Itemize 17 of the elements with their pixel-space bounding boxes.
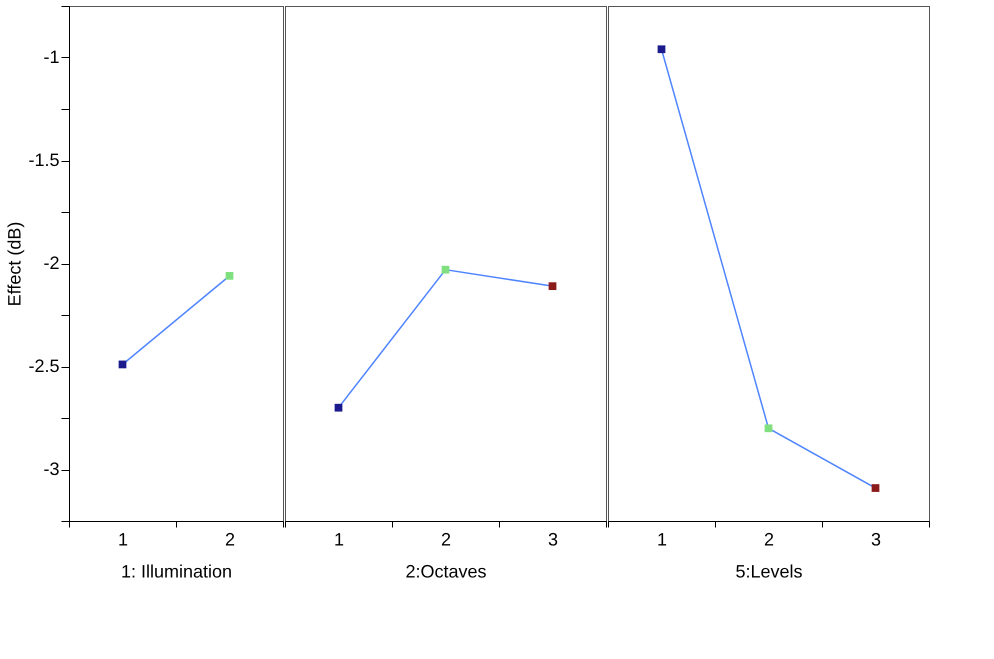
x-tick-label: 3 [870, 530, 882, 550]
x-axis-title: 1: Illumination [120, 562, 232, 582]
y-tick-label: -2.5 [28, 356, 60, 376]
y-tick-label: -1.5 [28, 150, 60, 170]
x-axis-title: 2:Octaves [405, 562, 487, 582]
x-tick-label: 1 [656, 530, 668, 550]
x-tick-label: 3 [548, 530, 558, 550]
x-tick-label: 1 [334, 530, 344, 550]
y-axis-title: Effect (dB) [4, 222, 24, 306]
x-tick-label: 2 [440, 530, 452, 550]
x-tick-label: 2 [764, 530, 774, 550]
y-tick-label: -1 [43, 47, 60, 67]
x-tick-label: 1 [118, 530, 128, 550]
x-axis-title: 5:Levels [735, 562, 803, 582]
y-tick-label: -2 [43, 253, 60, 273]
x-tick-label: 2 [224, 530, 236, 550]
y-tick-label: -3 [43, 459, 60, 479]
